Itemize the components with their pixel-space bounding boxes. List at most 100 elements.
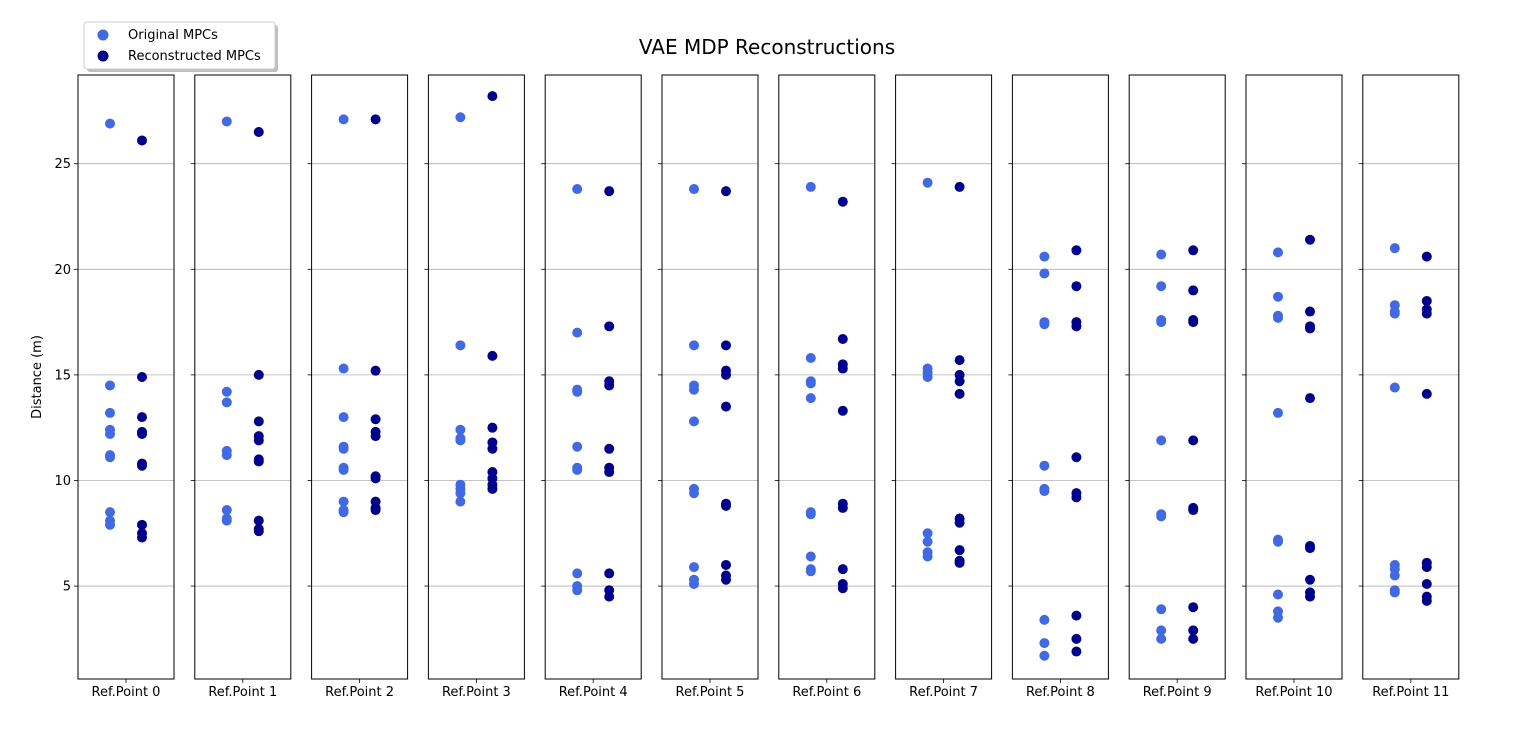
reconstructed-mpc-point (954, 517, 965, 528)
panel-frame (1362, 74, 1460, 680)
panel-frame (778, 74, 876, 680)
reconstructed-mpc-point (837, 363, 848, 374)
reconstructed-mpc-point (1305, 393, 1315, 404)
original-mpc-point (805, 378, 816, 389)
original-mpc-point (1156, 281, 1167, 292)
reconstructed-mpc-point (370, 431, 381, 442)
reconstructed-mpc-point (253, 416, 264, 427)
reconstructed-mpc-point (137, 412, 147, 423)
reconstructed-mpc-point (487, 350, 498, 361)
reconstructed-mpc-point (604, 186, 615, 197)
y-tick-label: 15 (54, 368, 71, 383)
original-mpc-point (1039, 251, 1050, 262)
original-mpc-point (455, 424, 466, 435)
reconstructed-mpc-point (604, 380, 615, 391)
original-mpc-point (1389, 382, 1400, 393)
original-mpc-point (689, 340, 699, 351)
original-mpc-point (689, 384, 699, 395)
original-mpc-point (105, 429, 115, 440)
reconstructed-mpc-point (721, 369, 731, 380)
reconstructed-mpc-point (1071, 610, 1082, 621)
original-mpc-point (1389, 243, 1400, 254)
reconstructed-mpc-point (370, 114, 381, 125)
reconstructed-mpc-point (487, 422, 498, 433)
original-mpc-point (1273, 291, 1283, 302)
reconstructed-mpc-point (1188, 505, 1199, 516)
panel-frame (427, 74, 525, 680)
panel-frame (1011, 74, 1109, 680)
reconstructed-mpc-point (721, 401, 731, 412)
original-mpc-point (572, 464, 583, 475)
original-mpc-point (689, 416, 699, 427)
reconstructed-mpc-point (370, 365, 381, 376)
reconstructed-mpc-point (837, 564, 848, 575)
panel-11: Ref.Point 11 (1358, 74, 1460, 700)
panel-5: Ref.Point 5 (658, 74, 759, 700)
original-mpc-point (221, 505, 232, 516)
reconstructed-mpc-point (1305, 306, 1315, 317)
original-mpc-point (922, 528, 933, 539)
reconstructed-mpc-point (253, 127, 264, 138)
legend-marker-original (97, 29, 109, 41)
legend: Original MPCs Reconstructed MPCs (83, 21, 278, 72)
original-mpc-point (105, 380, 115, 391)
original-mpc-point (922, 551, 933, 562)
reconstructed-mpc-point (487, 443, 498, 454)
reconstructed-mpc-point (604, 443, 615, 454)
original-mpc-point (455, 340, 466, 351)
original-mpc-point (1039, 319, 1050, 330)
reconstructed-mpc-point (954, 557, 965, 568)
panel-label: Ref.Point 9 (1143, 685, 1212, 700)
original-mpc-point (1039, 638, 1050, 649)
original-mpc-point (1039, 614, 1050, 625)
reconstructed-mpc-point (1188, 245, 1199, 256)
reconstructed-mpc-point (954, 355, 965, 366)
reconstructed-mpc-point (1188, 633, 1199, 644)
panel-2: Ref.Point 2 (307, 74, 409, 700)
y-axis-label: Distance (m) (30, 335, 45, 419)
original-mpc-point (338, 412, 349, 423)
panel-8: Ref.Point 8 (1008, 74, 1109, 700)
panel-frame (1128, 74, 1226, 680)
reconstructed-mpc-point (721, 574, 731, 585)
panel-frame (77, 74, 175, 680)
original-mpc-point (572, 585, 583, 596)
reconstructed-mpc-point (721, 559, 731, 570)
reconstructed-mpc-point (253, 456, 264, 467)
original-mpc-point (689, 562, 699, 573)
original-mpc-point (221, 386, 232, 397)
original-mpc-point (572, 327, 583, 338)
y-tick-label: 5 (63, 580, 71, 595)
panel-frame (1245, 74, 1343, 680)
original-mpc-point (572, 184, 583, 195)
original-mpc-point (922, 177, 933, 188)
y-tick-label: 25 (54, 157, 71, 172)
panel-label: Ref.Point 10 (1255, 685, 1332, 700)
legend-label-original: Original MPCs (128, 28, 218, 43)
reconstructed-mpc-point (137, 460, 147, 471)
original-mpc-point (221, 450, 232, 461)
original-mpc-point (1039, 486, 1050, 497)
original-mpc-point (922, 536, 933, 547)
chart-title: VAE MDP Reconstructions (639, 35, 895, 59)
original-mpc-point (338, 114, 349, 125)
reconstructed-mpc-point (1188, 625, 1199, 636)
original-mpc-point (689, 578, 699, 589)
reconstructed-mpc-point (954, 181, 965, 192)
original-mpc-point (1156, 625, 1167, 636)
reconstructed-mpc-point (1188, 285, 1199, 296)
original-mpc-point (1273, 247, 1283, 258)
panel-0: 5 10 15 20 25 Ref.Point 0 (54, 74, 175, 700)
reconstructed-mpc-point (604, 467, 615, 478)
original-mpc-point (221, 116, 232, 127)
reconstructed-mpc-point (137, 519, 147, 530)
reconstructed-mpc-point (837, 502, 848, 513)
original-mpc-point (1273, 589, 1283, 600)
reconstructed-mpc-point (604, 591, 615, 602)
reconstructed-mpc-point (253, 435, 264, 446)
original-mpc-point (221, 515, 232, 526)
reconstructed-mpc-point (370, 473, 381, 484)
panel-label: Ref.Point 7 (909, 685, 978, 700)
reconstructed-mpc-point (253, 515, 264, 526)
